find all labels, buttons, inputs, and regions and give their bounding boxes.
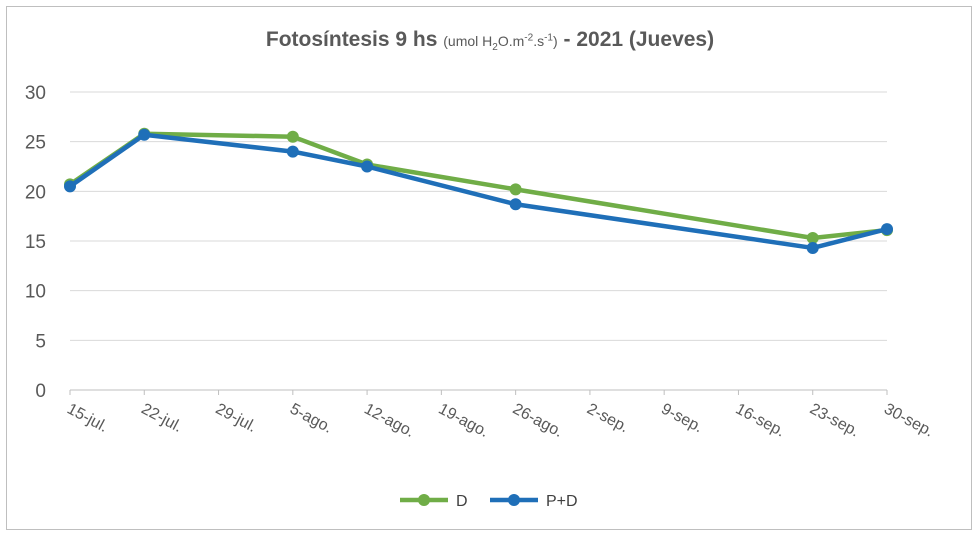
legend-item: D: [400, 493, 468, 510]
y-tick-label: 0: [35, 381, 46, 402]
data-point: [64, 180, 76, 193]
data-point: [509, 183, 522, 196]
data-point: [806, 232, 819, 245]
series-line: [68, 131, 888, 241]
y-tick-label: 15: [25, 232, 46, 253]
legend-label: D: [456, 493, 468, 510]
x-tick-label: 5-ago.: [287, 401, 335, 437]
chart-title: Fotosíntesis 9 hs (umol H2O.m-2.s-1) - 2…: [0, 28, 980, 53]
data-point: [286, 145, 299, 158]
x-tick-label: 9-sep.: [658, 401, 705, 437]
legend: D P+D: [400, 493, 578, 510]
data-point: [361, 160, 374, 173]
chart-frame: [6, 6, 972, 530]
legend-item: P+D: [490, 493, 578, 510]
x-tick-label: 26-ago.: [510, 401, 566, 441]
y-tick-label: 20: [25, 182, 46, 203]
data-point: [286, 130, 299, 143]
legend-marker: [418, 494, 430, 506]
x-tick-label: 12-ago.: [361, 401, 417, 441]
y-axis-ticks: 0 5 10 15 20 25 30: [25, 83, 46, 402]
legend-label: P+D: [546, 493, 578, 510]
series-d: [64, 127, 893, 245]
x-tick-label: 15-jul.: [64, 401, 110, 436]
x-tick-label: 29-jul.: [213, 401, 259, 436]
x-tick-label: 22-jul.: [138, 401, 184, 436]
y-tick-label: 25: [25, 133, 46, 154]
series-group: [64, 127, 893, 254]
x-tick-label: 30-sep.: [881, 401, 936, 441]
chart-title-main: Fotosíntesis 9 hs: [265, 28, 438, 51]
legend-marker: [508, 494, 520, 506]
series-p-d: [64, 128, 893, 254]
data-point: [881, 223, 893, 236]
data-point: [138, 128, 151, 141]
data-point: [806, 241, 819, 254]
x-tick-label: 19-ago.: [435, 401, 491, 441]
chart-title-unit: (umol H2O.m-2.s-1): [443, 32, 558, 53]
x-tick-label: 23-sep.: [807, 401, 862, 441]
x-axis-ticks: 15-jul. 22-jul. 29-jul. 5-ago. 12-ago. 19-ago…: [64, 390, 936, 441]
y-tick-label: 30: [25, 83, 46, 104]
x-tick-label: 16-sep.: [733, 401, 788, 441]
data-point: [509, 198, 522, 211]
chart-title-suffix: - 2021 (Jueves): [557, 28, 715, 51]
y-tick-label: 5: [35, 331, 46, 352]
x-tick-label: 2-sep.: [584, 401, 631, 437]
y-tick-label: 10: [25, 282, 46, 303]
